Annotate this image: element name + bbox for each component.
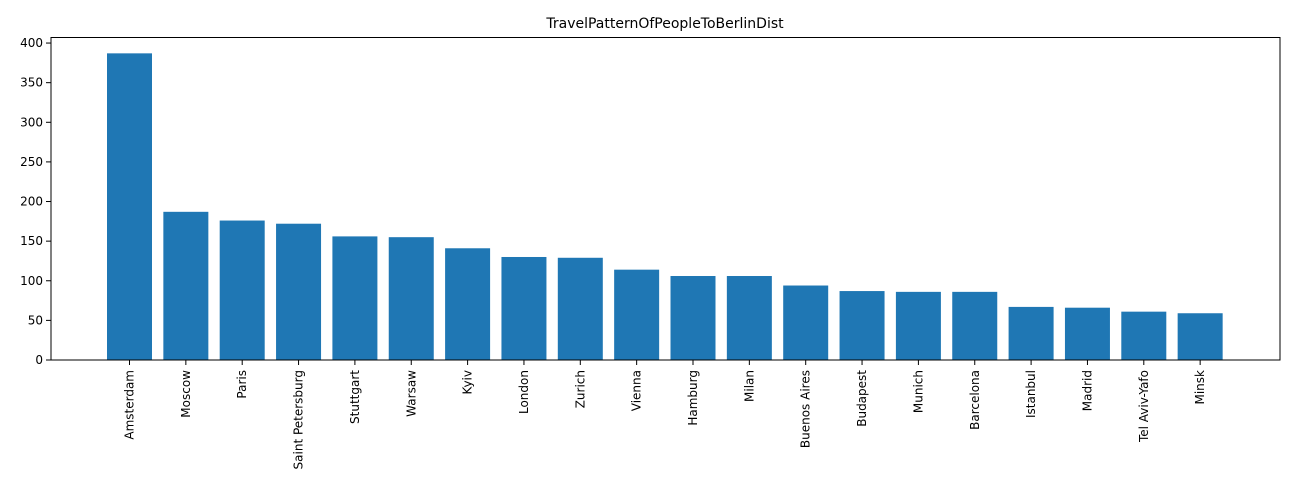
bar-budapest xyxy=(839,291,885,360)
y-tick-label: 200 xyxy=(20,195,43,209)
y-tick-label: 400 xyxy=(20,36,43,50)
bar-saint-petersburg xyxy=(276,223,322,360)
bar-buenos-aires xyxy=(783,285,829,360)
bar-barcelona xyxy=(952,291,998,360)
x-tick-label: Budapest xyxy=(855,370,869,427)
bar-milan xyxy=(726,276,772,360)
y-tick-label: 250 xyxy=(20,155,43,169)
x-tick-label: Amsterdam xyxy=(123,370,137,440)
x-tick-label: Zurich xyxy=(573,370,587,408)
x-tick-label: Vienna xyxy=(630,370,644,411)
bar-madrid xyxy=(1064,307,1110,360)
x-axis: Amsterdam Moscow Paris Saint Petersburg Stut… xyxy=(123,360,1207,469)
x-tick-label: Madrid xyxy=(1080,370,1094,411)
x-tick-label: Warsaw xyxy=(404,370,418,417)
bar-minsk xyxy=(1177,313,1223,360)
x-tick-label: Tel Aviv-Yafo xyxy=(1137,370,1151,443)
x-tick-label: Saint Petersburg xyxy=(292,370,306,469)
bar-amsterdam xyxy=(107,53,152,360)
x-tick-label: Moscow xyxy=(179,370,193,418)
y-tick-label: 300 xyxy=(20,115,43,129)
bar-london xyxy=(501,256,547,360)
x-tick-label: Barcelona xyxy=(968,370,982,430)
bar-istanbul xyxy=(1008,306,1054,360)
bar-warsaw xyxy=(388,237,434,360)
y-tick-label: 50 xyxy=(28,313,43,327)
bar-stuttgart xyxy=(332,236,378,360)
y-axis: 0 50 100 150 200 250 300 350 400 xyxy=(20,36,51,367)
bar-tel-aviv-yafo xyxy=(1121,311,1167,360)
y-tick-label: 0 xyxy=(35,353,43,367)
chart-title: TravelPatternOfPeopleToBerlinDist xyxy=(545,16,784,32)
x-tick-label: London xyxy=(517,370,531,414)
x-tick-label: Minsk xyxy=(1193,370,1207,405)
bars-layer xyxy=(107,53,1223,360)
bar-paris xyxy=(219,220,265,360)
bar-zurich xyxy=(557,257,603,360)
x-tick-label: Buenos Aires xyxy=(799,370,813,448)
bar-munich xyxy=(895,291,941,360)
y-tick-label: 350 xyxy=(20,76,43,90)
bar-kyiv xyxy=(445,248,491,360)
y-tick-label: 100 xyxy=(20,274,43,288)
x-tick-label: Istanbul xyxy=(1024,370,1038,418)
x-tick-label: Stuttgart xyxy=(348,370,362,424)
bar-vienna xyxy=(614,269,660,360)
bar-hamburg xyxy=(670,276,716,360)
x-tick-label: Hamburg xyxy=(686,370,700,426)
x-tick-label: Munich xyxy=(911,370,925,413)
bar-moscow xyxy=(163,211,209,360)
x-tick-label: Milan xyxy=(742,370,756,402)
x-tick-label: Paris xyxy=(235,370,249,399)
x-tick-label: Kyiv xyxy=(461,370,475,395)
plot-frame xyxy=(50,37,1281,361)
y-tick-label: 150 xyxy=(20,234,43,248)
